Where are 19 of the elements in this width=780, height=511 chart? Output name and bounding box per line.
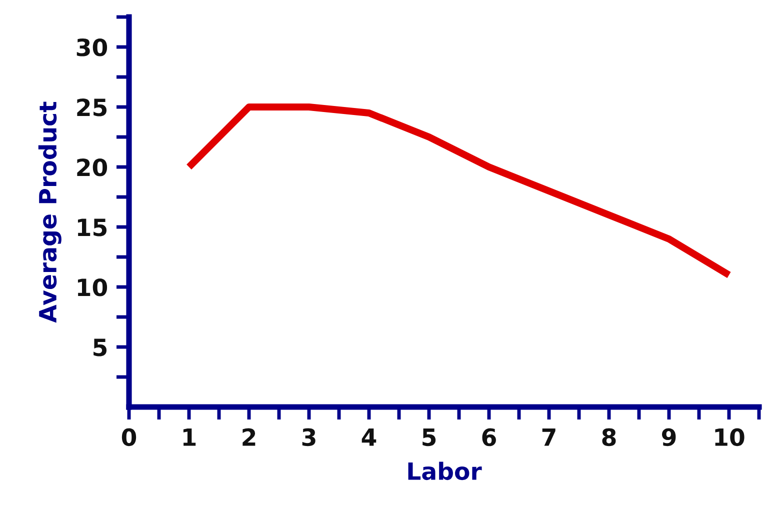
y-tick-label: 20	[77, 158, 108, 176]
x-tick-label: 10	[715, 428, 744, 446]
x-tick-label: 9	[662, 428, 676, 446]
x-axis-title: Labor	[408, 462, 482, 480]
y-tick-label: 5	[94, 338, 107, 356]
y-tick-label: 10	[78, 278, 108, 296]
y-tick-label: 30	[76, 38, 108, 56]
x-tick-label: 5	[422, 428, 436, 446]
x-tick-label: 1	[183, 428, 196, 446]
x-tick-label: 7	[542, 428, 556, 446]
x-tick-label: 8	[602, 428, 616, 446]
x-tick-label: 2	[242, 428, 256, 446]
x-tick-label: 3	[302, 428, 316, 446]
x-tick-label: 4	[362, 428, 376, 446]
x-tick-label: 6	[482, 428, 496, 446]
x-tick-label: 0	[122, 428, 136, 446]
y-axis-title: Average Product	[38, 102, 62, 323]
y-tick-label: 25	[77, 98, 107, 116]
y-tick-label: 15	[78, 218, 107, 236]
